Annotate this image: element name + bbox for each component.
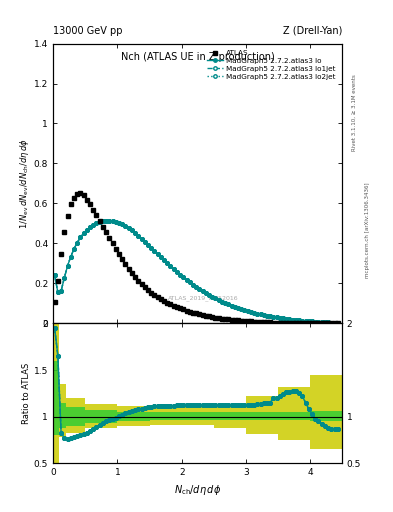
- ATLAS: [52, 300, 57, 306]
- MadGraph5 2.7.2.atlas3 lo: [88, 224, 92, 230]
- X-axis label: $N_\mathrm{ch}/d\eta\,d\phi$: $N_\mathrm{ch}/d\eta\,d\phi$: [174, 483, 221, 497]
- MadGraph5 2.7.2.atlas3 lo: [52, 272, 57, 279]
- MadGraph5 2.7.2.atlas3 lo: [165, 261, 170, 267]
- MadGraph5 2.7.2.atlas3 lo2jet: [81, 230, 86, 237]
- MadGraph5 2.7.2.atlas3 lo2jet: [307, 318, 311, 324]
- MadGraph5 2.7.2.atlas3 lo: [335, 320, 340, 326]
- MadGraph5 2.7.2.atlas3 lo1jet: [165, 261, 170, 267]
- MadGraph5 2.7.2.atlas3 lo2jet: [52, 272, 57, 279]
- MadGraph5 2.7.2.atlas3 lo2jet: [335, 320, 340, 326]
- ATLAS: [329, 321, 334, 327]
- MadGraph5 2.7.2.atlas3 lo2jet: [200, 288, 205, 294]
- Line: MadGraph5 2.7.2.atlas3 lo1jet: MadGraph5 2.7.2.atlas3 lo1jet: [53, 219, 340, 325]
- MadGraph5 2.7.2.atlas3 lo2jet: [114, 219, 118, 225]
- Text: mcplots.cern.ch [arXiv:1306.3436]: mcplots.cern.ch [arXiv:1306.3436]: [365, 183, 371, 278]
- MadGraph5 2.7.2.atlas3 lo1jet: [114, 219, 118, 225]
- MadGraph5 2.7.2.atlas3 lo1jet: [335, 320, 340, 326]
- MadGraph5 2.7.2.atlas3 lo: [81, 230, 86, 237]
- ATLAS: [165, 300, 170, 306]
- Line: MadGraph5 2.7.2.atlas3 lo: MadGraph5 2.7.2.atlas3 lo: [53, 219, 340, 325]
- MadGraph5 2.7.2.atlas3 lo1jet: [200, 288, 205, 294]
- ATLAS: [84, 197, 89, 203]
- ATLAS: [335, 321, 340, 327]
- MadGraph5 2.7.2.atlas3 lo1jet: [104, 218, 108, 224]
- ATLAS: [200, 312, 205, 318]
- MadGraph5 2.7.2.atlas3 lo1jet: [88, 224, 92, 230]
- MadGraph5 2.7.2.atlas3 lo1jet: [81, 230, 86, 237]
- ATLAS: [114, 246, 118, 252]
- Text: 13000 GeV pp: 13000 GeV pp: [53, 26, 123, 36]
- MadGraph5 2.7.2.atlas3 lo1jet: [52, 272, 57, 279]
- MadGraph5 2.7.2.atlas3 lo1jet: [307, 318, 311, 324]
- Text: Z (Drell-Yan): Z (Drell-Yan): [283, 26, 342, 36]
- Y-axis label: $1/N_\mathrm{ev}\,dN_\mathrm{ev}/dN_\mathrm{ch}/d\eta\,d\phi$: $1/N_\mathrm{ev}\,dN_\mathrm{ev}/dN_\mat…: [18, 138, 31, 229]
- MadGraph5 2.7.2.atlas3 lo: [104, 218, 108, 224]
- Text: Rivet 3.1.10, ≥ 3.1M events: Rivet 3.1.10, ≥ 3.1M events: [352, 74, 357, 151]
- Text: Nch (ATLAS UE in Z production): Nch (ATLAS UE in Z production): [121, 52, 274, 62]
- MadGraph5 2.7.2.atlas3 lo: [200, 288, 205, 294]
- Y-axis label: Ratio to ATLAS: Ratio to ATLAS: [22, 363, 31, 424]
- Legend: ATLAS, MadGraph5 2.7.2.atlas3 lo, MadGraph5 2.7.2.atlas3 lo1jet, MadGraph5 2.7.2: ATLAS, MadGraph5 2.7.2.atlas3 lo, MadGra…: [204, 47, 338, 82]
- Line: MadGraph5 2.7.2.atlas3 lo2jet: MadGraph5 2.7.2.atlas3 lo2jet: [53, 219, 340, 325]
- ATLAS: [91, 207, 95, 213]
- ATLAS: [307, 320, 311, 326]
- MadGraph5 2.7.2.atlas3 lo: [307, 318, 311, 324]
- Line: ATLAS: ATLAS: [52, 191, 340, 326]
- MadGraph5 2.7.2.atlas3 lo2jet: [104, 218, 108, 224]
- MadGraph5 2.7.2.atlas3 lo: [114, 219, 118, 225]
- MadGraph5 2.7.2.atlas3 lo2jet: [88, 224, 92, 230]
- MadGraph5 2.7.2.atlas3 lo2jet: [165, 261, 170, 267]
- ATLAS: [78, 190, 83, 197]
- Text: ATLAS_2019_I1752016: ATLAS_2019_I1752016: [168, 295, 239, 301]
